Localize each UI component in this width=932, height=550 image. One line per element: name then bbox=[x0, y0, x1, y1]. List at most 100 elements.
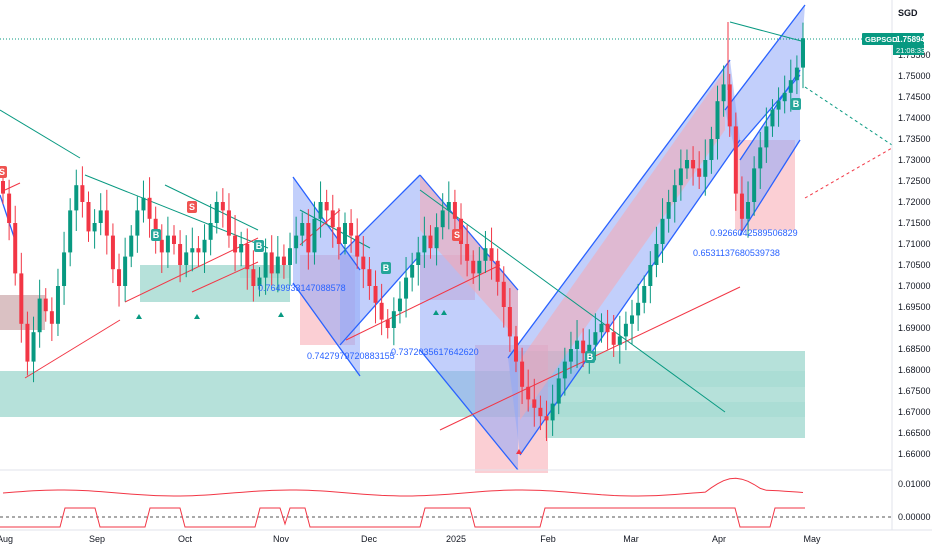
candle-body bbox=[526, 386, 531, 400]
candle-body bbox=[342, 223, 347, 244]
candle-body bbox=[568, 349, 573, 362]
candle-body bbox=[269, 252, 274, 274]
fib-annotation: 0.6531137680539738 bbox=[693, 248, 780, 258]
candle-body bbox=[288, 248, 293, 265]
price-tick-label: 1.71000 bbox=[898, 239, 931, 249]
candle-body bbox=[275, 256, 280, 274]
price-tick-label: 1.66500 bbox=[898, 428, 931, 438]
badge-label: B bbox=[383, 263, 390, 273]
candle-body bbox=[202, 239, 207, 253]
candle-body bbox=[49, 311, 54, 324]
price-tick-label: 1.68500 bbox=[898, 344, 931, 354]
candle-body bbox=[367, 269, 372, 286]
candle-body bbox=[336, 227, 341, 244]
price-tick-label: 1.67000 bbox=[898, 407, 931, 417]
price-tick-label: 1.75000 bbox=[898, 71, 931, 81]
price-tick-label: 1.72500 bbox=[898, 176, 931, 186]
candle-body bbox=[428, 235, 433, 249]
candle-body bbox=[141, 197, 146, 211]
price-tick-label: 1.66000 bbox=[898, 449, 931, 459]
time-tick-label: Feb bbox=[540, 534, 556, 544]
candle-body bbox=[190, 248, 195, 253]
candle-body bbox=[709, 139, 714, 160]
price-tag-symbol: GBPSGD bbox=[865, 35, 898, 44]
candle-body bbox=[782, 92, 787, 102]
time-axis[interactable] bbox=[0, 530, 932, 550]
candle-body bbox=[666, 202, 671, 219]
candle-body bbox=[391, 311, 396, 328]
candle-body bbox=[25, 323, 30, 362]
candle-body bbox=[62, 252, 67, 286]
candle-body bbox=[513, 336, 518, 362]
price-tick-label: 1.70500 bbox=[898, 260, 931, 270]
fib-annotation: 0.9266042589506829 bbox=[710, 228, 798, 238]
candle-body bbox=[715, 101, 720, 139]
price-tick-label: 1.74500 bbox=[898, 92, 931, 102]
candle-body bbox=[593, 332, 598, 345]
signal-arrow bbox=[441, 310, 447, 315]
candle-body bbox=[294, 235, 299, 249]
candle-body bbox=[300, 223, 305, 236]
candle-body bbox=[739, 193, 744, 219]
candle-body bbox=[507, 307, 512, 337]
price-tick-label: 1.73500 bbox=[898, 134, 931, 144]
sell-badge bbox=[187, 201, 197, 213]
candle-body bbox=[397, 298, 402, 312]
signal-arrow bbox=[136, 314, 142, 319]
buy-badge bbox=[381, 262, 391, 274]
buy-badge bbox=[585, 351, 595, 363]
candle-body bbox=[703, 160, 708, 177]
price-tick-label: 1.69000 bbox=[898, 323, 931, 333]
channel-line bbox=[339, 254, 421, 346]
candle-body bbox=[373, 286, 378, 303]
candle-body bbox=[556, 378, 561, 404]
candle-body bbox=[68, 210, 73, 253]
candle-body bbox=[544, 416, 549, 421]
candle-body bbox=[135, 210, 140, 236]
candle-body bbox=[477, 260, 482, 274]
candle-body bbox=[440, 210, 445, 228]
badge-label: B bbox=[256, 241, 263, 251]
candle-body bbox=[196, 248, 201, 253]
candle-body bbox=[361, 256, 366, 270]
signal-arrow bbox=[516, 449, 522, 454]
candle-body bbox=[385, 319, 390, 328]
candle-body bbox=[550, 403, 555, 421]
price-axis[interactable] bbox=[892, 0, 932, 530]
candle-body bbox=[794, 67, 799, 81]
candle-body bbox=[532, 399, 537, 408]
candle-body bbox=[110, 235, 115, 270]
signal-arrow bbox=[194, 314, 200, 319]
candle-body bbox=[7, 193, 12, 223]
candle-body bbox=[483, 248, 488, 261]
channel-line bbox=[419, 174, 519, 291]
badge-label: B bbox=[587, 352, 594, 362]
candle-body bbox=[257, 277, 262, 286]
candle-body bbox=[465, 244, 470, 261]
channel-line bbox=[419, 349, 519, 471]
candle-body bbox=[788, 80, 793, 93]
trendline-red bbox=[345, 264, 501, 341]
candle-body bbox=[599, 323, 604, 333]
sell-badge bbox=[452, 229, 462, 241]
candle-body bbox=[165, 235, 170, 253]
oscillator-axis-ticks: 0.01000 0.00000 bbox=[898, 479, 931, 522]
candle-body bbox=[74, 185, 79, 211]
candle-body bbox=[495, 260, 500, 282]
candle-body bbox=[251, 269, 256, 286]
candle-body bbox=[678, 168, 683, 186]
candle-body bbox=[501, 281, 506, 307]
price-channel bbox=[725, 5, 805, 150]
candlestick-series bbox=[1, 22, 805, 441]
candle-body bbox=[13, 223, 18, 274]
buy-badge bbox=[791, 98, 801, 110]
candle-body bbox=[239, 244, 244, 253]
candle-body bbox=[263, 252, 268, 278]
candle-body bbox=[31, 332, 36, 362]
candle-body bbox=[697, 168, 702, 177]
time-tick-label: Aug bbox=[0, 534, 13, 544]
time-tick-label: Oct bbox=[178, 534, 193, 544]
candle-body bbox=[520, 361, 525, 387]
price-tag: GBPSGD 1.75894 21:08:33 bbox=[862, 33, 925, 55]
